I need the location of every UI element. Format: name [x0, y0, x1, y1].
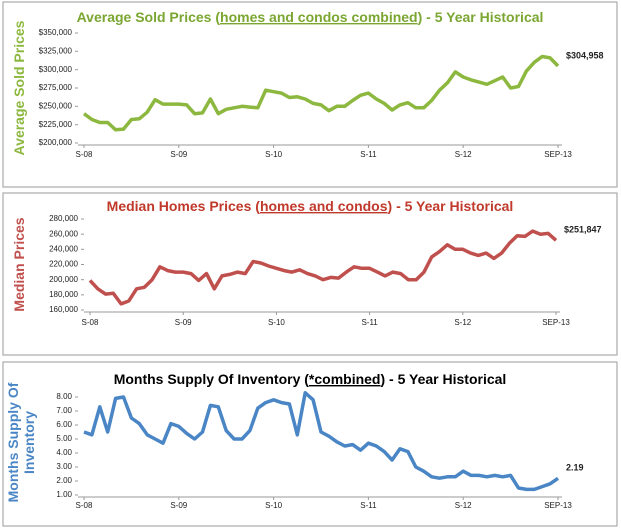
title-part: homes and condos [260, 198, 388, 214]
y-tick-label: 1.00 [56, 490, 72, 499]
data-line [83, 391, 559, 492]
x-tick-label: S-09 [170, 150, 187, 159]
y-tick-label: $250,000 [39, 101, 73, 110]
y-tick-label: $325,000 [39, 46, 73, 55]
y-tick-label: $300,000 [39, 65, 73, 74]
panel [2, 1, 618, 188]
y-tick-label: 8.00 [56, 392, 72, 401]
title-part: Average Sold Prices ( [77, 9, 221, 25]
y-tick-label: $275,000 [39, 83, 73, 92]
title-part: ) - 5 Year Historical [381, 371, 507, 387]
y-label-line: Average Sold Prices [11, 20, 27, 155]
value-label: 2.19 [566, 463, 584, 473]
x-tick-label: S-11 [360, 150, 377, 159]
value-label: $251,847 [564, 225, 602, 235]
x-tick-label: S-10 [268, 318, 285, 327]
y-tick-label: 280,000 [49, 214, 78, 223]
title-part: *combined [309, 371, 381, 387]
x-tick-label: S-12 [455, 501, 472, 510]
y-tick-label: 4.00 [56, 448, 72, 457]
y-label-line: Inventory [21, 411, 37, 474]
title-part: Median Homes Prices ( [107, 198, 261, 214]
data-line [88, 229, 558, 306]
y-tick-label: 220,000 [49, 260, 78, 269]
chart-title: Months Supply Of Inventory (*combined) -… [114, 371, 507, 387]
y-label-line: Months Supply Of [5, 382, 21, 502]
title-part: ) - 5 Year Historical [388, 198, 514, 214]
x-tick-label: S-09 [170, 501, 187, 510]
x-tick-label: S-10 [265, 501, 282, 510]
chart-title: Median Homes Prices (homes and condos) -… [107, 198, 514, 214]
y-axis-label: Average Sold Prices [11, 20, 27, 155]
title-part: homes and condos combined [220, 9, 418, 25]
y-tick-label: 240,000 [49, 244, 78, 253]
x-tick-label: S-11 [360, 501, 377, 510]
data-line [82, 54, 560, 132]
x-tick-label: S-10 [265, 150, 282, 159]
x-tick-label: S-09 [175, 318, 192, 327]
x-tick-label: S-08 [76, 501, 93, 510]
y-tick-label: 180,000 [49, 290, 78, 299]
y-tick-label: $200,000 [39, 138, 73, 147]
value-label: $304,958 [566, 50, 604, 60]
x-tick-label: SEP-13 [544, 501, 572, 510]
y-tick-label: $350,000 [39, 28, 73, 37]
x-tick-label: SEP-13 [542, 318, 570, 327]
y-tick-label: 6.00 [56, 420, 72, 429]
y-label-line: Median Prices [11, 217, 27, 311]
y-tick-label: 200,000 [49, 275, 78, 284]
y-tick-label: $225,000 [39, 120, 73, 129]
title-part: Months Supply Of Inventory ( [114, 371, 310, 387]
title-part: ) - 5 Year Historical [418, 9, 544, 25]
x-tick-label: S-12 [454, 318, 471, 327]
y-tick-label: 2.00 [56, 476, 72, 485]
x-tick-label: S-08 [82, 318, 99, 327]
y-tick-label: 5.00 [56, 434, 72, 443]
x-tick-label: SEP-13 [544, 150, 572, 159]
y-tick-label: 260,000 [49, 229, 78, 238]
y-axis-label: Months Supply OfInventory [5, 382, 37, 502]
y-tick-label: 160,000 [49, 305, 78, 314]
panel [2, 361, 618, 527]
x-tick-label: S-08 [76, 150, 93, 159]
x-tick-label: S-11 [361, 318, 378, 327]
x-tick-label: S-12 [455, 150, 472, 159]
y-axis-label: Median Prices [11, 217, 27, 311]
chart-title: Average Sold Prices (homes and condos co… [77, 9, 544, 25]
y-tick-label: 7.00 [56, 406, 72, 415]
y-tick-label: 3.00 [56, 462, 72, 471]
